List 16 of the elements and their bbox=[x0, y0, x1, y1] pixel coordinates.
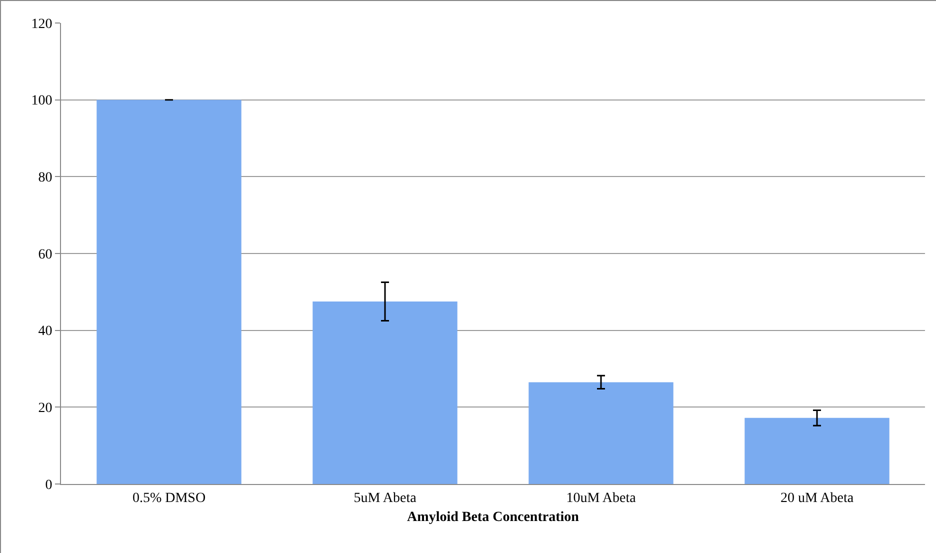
bar bbox=[744, 418, 890, 484]
y-tick-label: 40 bbox=[38, 324, 52, 340]
bar bbox=[312, 302, 458, 484]
bar bbox=[96, 100, 242, 484]
x-axis-title: Amyloid Beta Concentration bbox=[407, 510, 580, 526]
y-tick-label: 120 bbox=[31, 16, 52, 32]
y-tick-label: 80 bbox=[38, 170, 52, 186]
x-tick-label: 0.5% DMSO bbox=[132, 490, 206, 506]
y-tick-label: 20 bbox=[38, 401, 52, 416]
y-tick-label: 60 bbox=[38, 247, 52, 262]
x-tick-label: 10uM Abeta bbox=[566, 490, 637, 506]
y-tick-label: 100 bbox=[31, 94, 52, 109]
bar bbox=[528, 382, 674, 484]
y-tick-label: 0 bbox=[45, 478, 52, 493]
x-tick-label: 5uM Abeta bbox=[354, 490, 418, 506]
x-tick-label: 20 uM Abeta bbox=[780, 490, 854, 506]
